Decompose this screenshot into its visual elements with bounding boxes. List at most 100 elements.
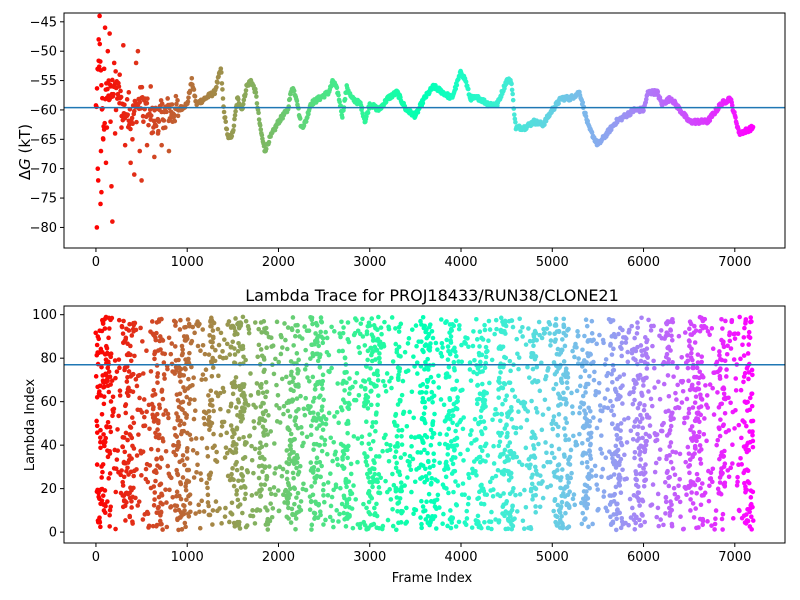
lambda-point bbox=[256, 342, 262, 348]
lambda-point bbox=[374, 513, 380, 519]
lambda-point bbox=[273, 356, 278, 362]
lambda-point bbox=[720, 511, 726, 517]
delta-g-point bbox=[291, 88, 297, 94]
lambda-point bbox=[281, 411, 286, 417]
lambda-point bbox=[107, 326, 112, 331]
lambda-point bbox=[318, 329, 324, 335]
lambda-point bbox=[685, 365, 691, 371]
lambda-point bbox=[497, 493, 503, 499]
delta-g-y-label-variable: G bbox=[16, 158, 34, 170]
lambda-point bbox=[292, 436, 297, 442]
lambda-point bbox=[626, 522, 631, 528]
lambda-point bbox=[140, 339, 145, 344]
lambda-point bbox=[556, 329, 562, 335]
lambda-point bbox=[448, 340, 454, 345]
lambda-point bbox=[153, 337, 159, 343]
lambda-point bbox=[474, 337, 480, 342]
lambda-point bbox=[582, 368, 588, 374]
lambda-point bbox=[279, 376, 285, 382]
lambda-point bbox=[698, 502, 704, 508]
lambda-point bbox=[750, 444, 756, 450]
lambda-point bbox=[728, 400, 733, 406]
lambda-point bbox=[533, 486, 539, 492]
lambda-point bbox=[367, 323, 373, 328]
lambda-point bbox=[432, 411, 437, 417]
lambda-point bbox=[154, 456, 159, 462]
lambda-point bbox=[749, 403, 755, 409]
lambda-point bbox=[366, 475, 371, 480]
lambda-point bbox=[533, 504, 538, 509]
lambda-point bbox=[391, 482, 397, 488]
lambda-point bbox=[245, 402, 251, 408]
lambda-point bbox=[502, 320, 508, 325]
lambda-point bbox=[322, 499, 327, 505]
lambda-point bbox=[635, 320, 640, 325]
lambda-point bbox=[374, 383, 379, 389]
lambda-point bbox=[251, 419, 257, 424]
lambda-point bbox=[629, 323, 635, 329]
lambda-point bbox=[671, 374, 676, 379]
delta-g-point bbox=[146, 122, 151, 128]
lambda-point bbox=[313, 331, 318, 336]
lambda-point bbox=[198, 477, 204, 483]
lambda-point bbox=[136, 499, 142, 504]
lambda-point bbox=[685, 353, 690, 358]
lambda-point bbox=[165, 366, 170, 372]
lambda-point bbox=[322, 437, 328, 443]
lambda-point bbox=[123, 335, 129, 341]
delta-g-point bbox=[342, 96, 348, 102]
lambda-point bbox=[526, 326, 531, 331]
lambda-point bbox=[181, 373, 187, 378]
lambda-point bbox=[554, 369, 559, 375]
lambda-point bbox=[455, 483, 461, 488]
lambda-point bbox=[94, 394, 100, 400]
lambda-point bbox=[601, 494, 606, 499]
lambda-point bbox=[210, 508, 216, 513]
lambda-point bbox=[284, 448, 290, 453]
lambda-point bbox=[336, 519, 341, 524]
lambda-point bbox=[644, 438, 650, 444]
lambda-point bbox=[732, 336, 738, 341]
lambda-point bbox=[750, 518, 756, 523]
lambda-point bbox=[423, 466, 428, 472]
delta-g-point bbox=[119, 125, 124, 130]
lambda-point bbox=[368, 345, 374, 351]
lambda-point bbox=[155, 447, 161, 453]
delta-g-point bbox=[172, 118, 178, 124]
lambda-point bbox=[394, 460, 400, 466]
lambda-point bbox=[344, 447, 350, 453]
lambda-point bbox=[474, 473, 479, 478]
lambda-point bbox=[696, 386, 702, 392]
lambda-point bbox=[139, 410, 145, 415]
lambda-point bbox=[456, 326, 462, 332]
lambda-point bbox=[399, 427, 405, 433]
lambda-point bbox=[347, 402, 352, 407]
lambda-point bbox=[301, 406, 307, 412]
lambda-point bbox=[497, 439, 503, 445]
lambda-point bbox=[693, 328, 699, 333]
delta-g-y-tick-label: −60 bbox=[30, 103, 57, 118]
lambda-point bbox=[616, 462, 622, 468]
lambda-point bbox=[644, 346, 650, 351]
delta-g-point bbox=[133, 60, 139, 66]
lambda-point bbox=[634, 331, 640, 336]
delta-g-point bbox=[254, 101, 260, 106]
lambda-point bbox=[625, 359, 631, 365]
lambda-point bbox=[673, 390, 678, 396]
lambda-point bbox=[508, 514, 513, 519]
lambda-point bbox=[695, 352, 701, 357]
lambda-point bbox=[161, 412, 166, 417]
lambda-point bbox=[642, 519, 648, 525]
lambda-point bbox=[298, 507, 304, 513]
lambda-point bbox=[241, 434, 246, 440]
lambda-point bbox=[722, 358, 728, 364]
lambda-point bbox=[543, 440, 548, 445]
lambda-point bbox=[436, 385, 442, 390]
lambda-point bbox=[130, 371, 136, 377]
lambda-point bbox=[200, 342, 206, 348]
lambda-point bbox=[677, 476, 683, 482]
lambda-point bbox=[530, 497, 535, 502]
lambda-point bbox=[584, 459, 590, 465]
delta-g-point bbox=[187, 88, 193, 94]
lambda-point bbox=[287, 427, 292, 433]
